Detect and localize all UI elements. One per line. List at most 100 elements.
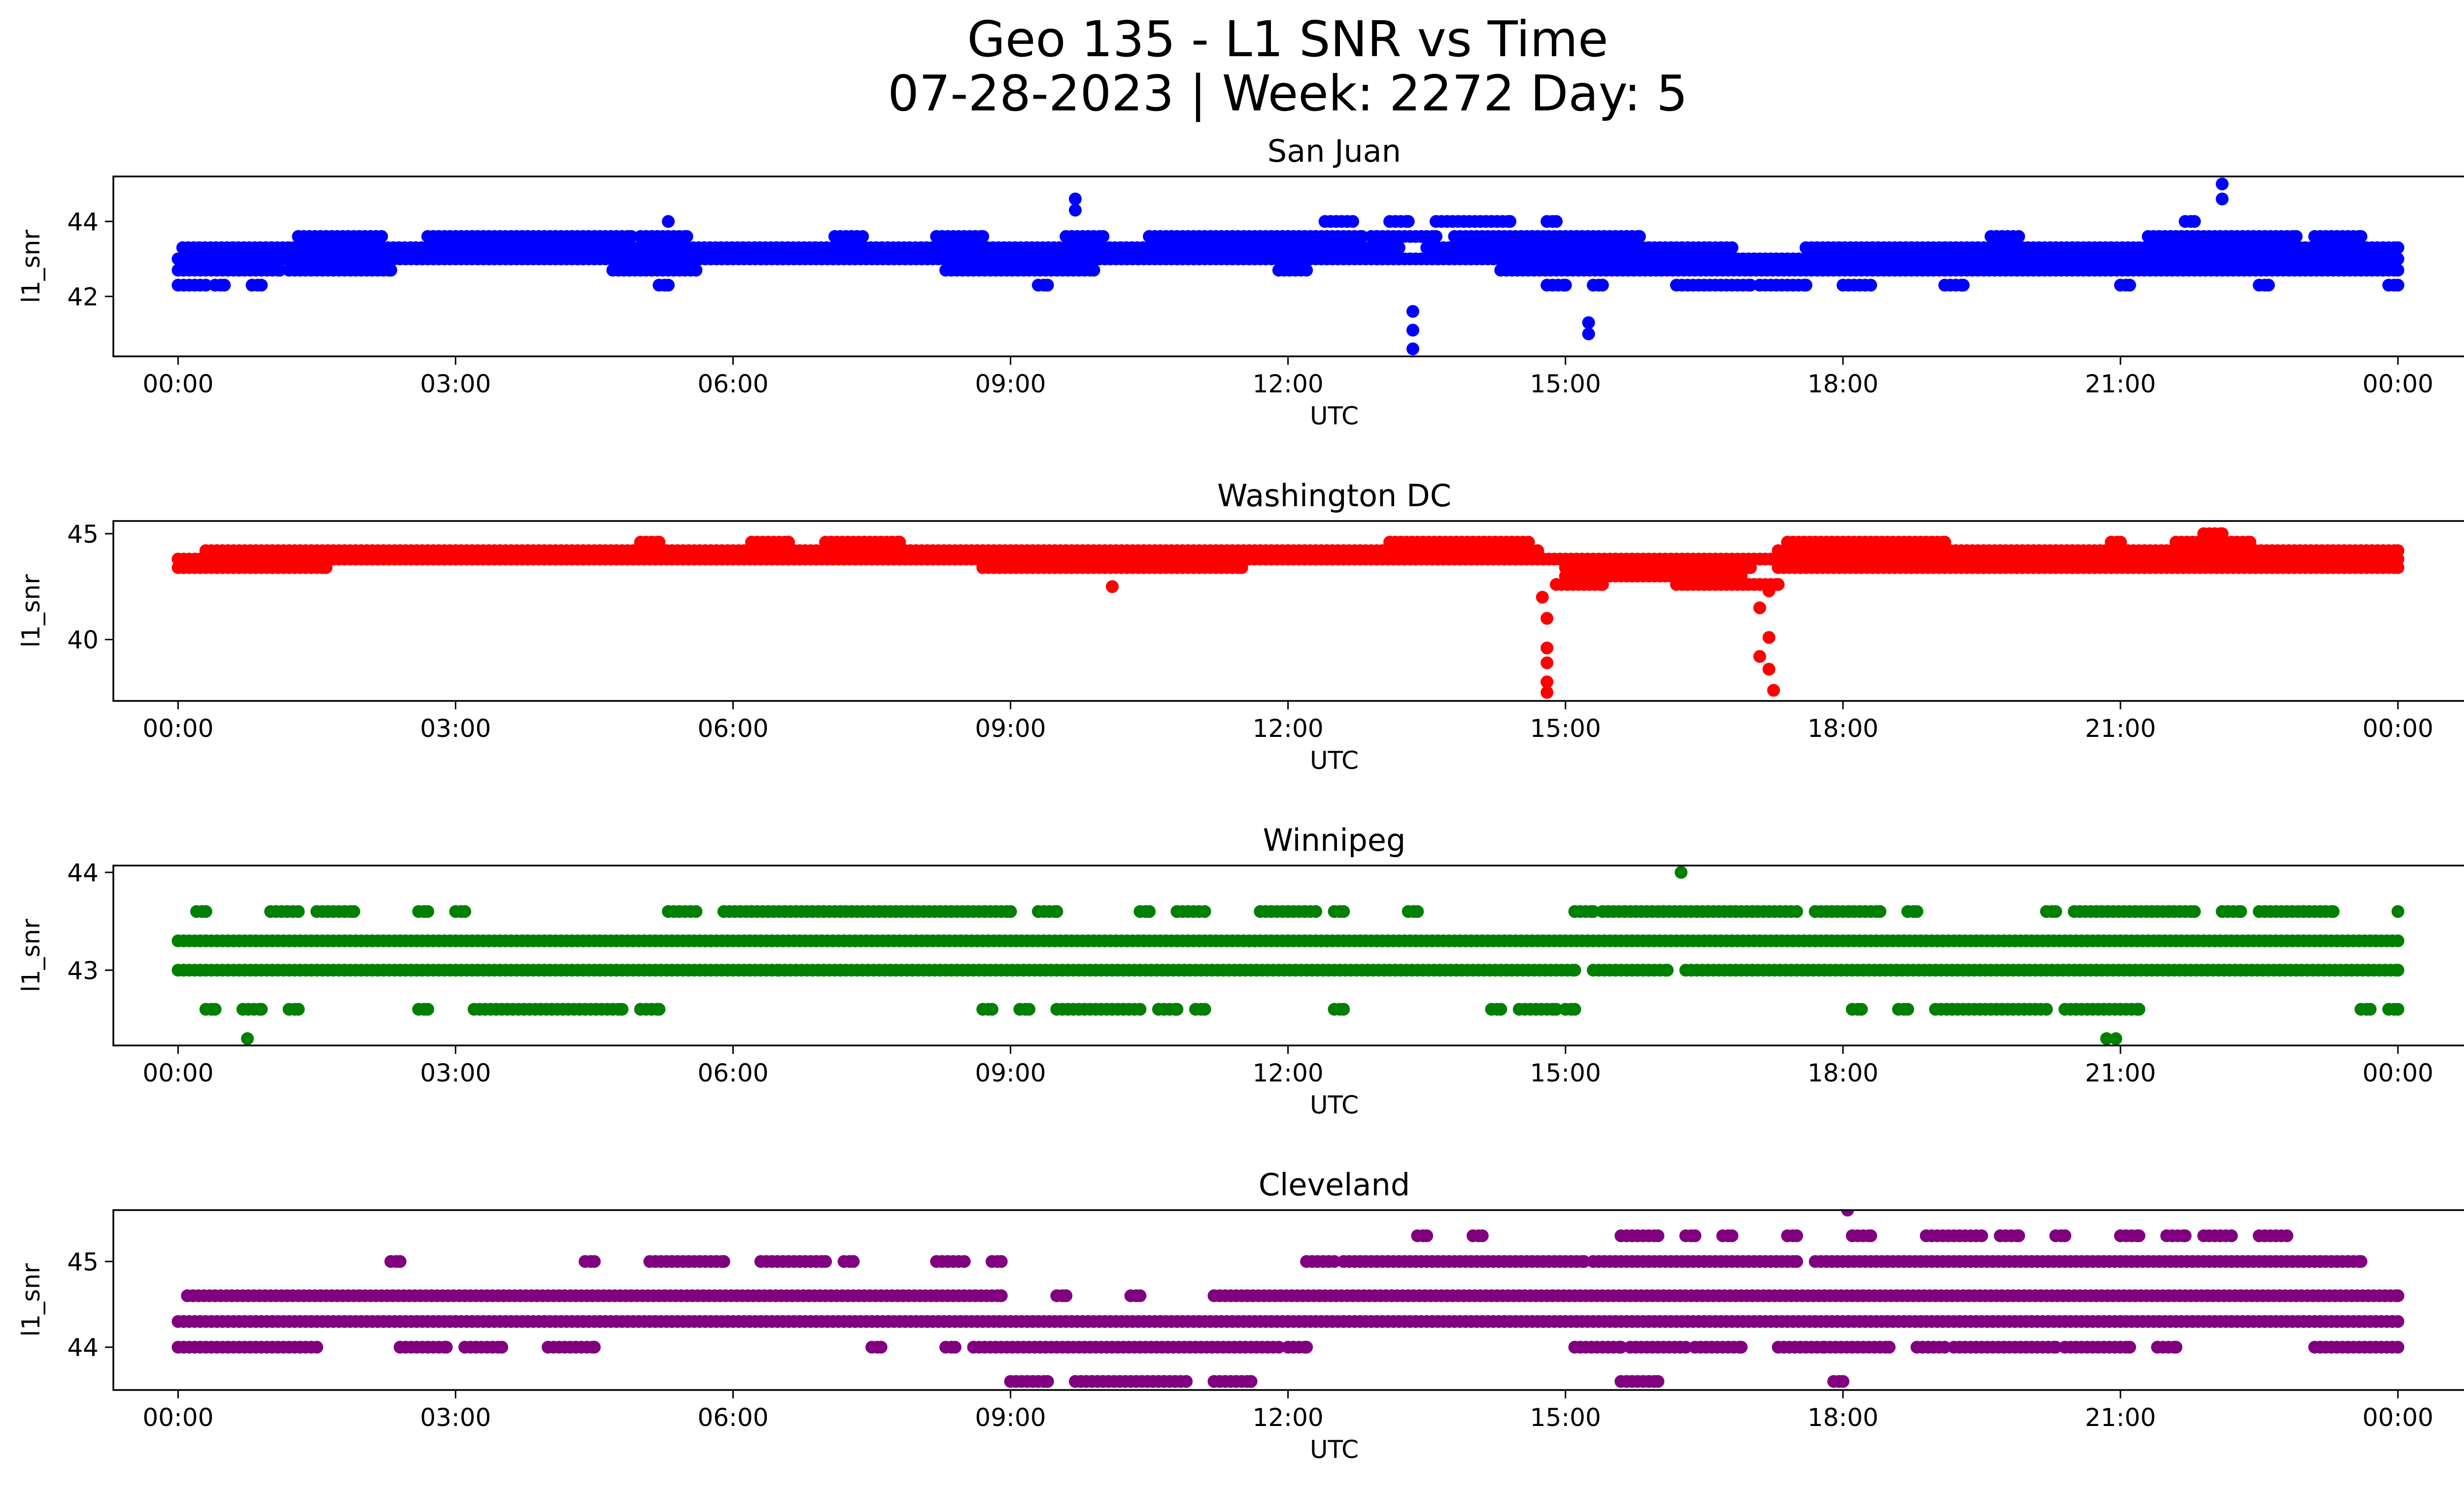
axes-frame: [112, 520, 2464, 702]
data-point: [1004, 905, 1017, 918]
data-point: [1855, 1003, 1868, 1016]
data-point: [1060, 1289, 1073, 1302]
data-point: [2290, 230, 2303, 243]
data-point: [1679, 1341, 1692, 1354]
data-point: [384, 264, 398, 277]
data-point: [1536, 591, 1549, 604]
x-tick-label: 00:00: [142, 714, 213, 743]
data-point: [1235, 561, 1248, 574]
data-point: [1762, 662, 1776, 676]
x-tick-label: 18:00: [1808, 1059, 1879, 1087]
x-tick-label: 15:00: [1530, 1059, 1601, 1087]
data-point: [1300, 1341, 1313, 1354]
data-point: [2109, 1032, 2122, 1045]
data-point: [1559, 278, 1572, 292]
data-point: [1540, 656, 1554, 669]
data-point: [994, 1255, 1008, 1268]
data-point: [218, 278, 231, 292]
data-point: [2391, 1341, 2404, 1354]
x-tick-label: 12:00: [1253, 370, 1324, 398]
data-point: [310, 1341, 323, 1354]
data-point: [949, 1341, 961, 1354]
data-point: [1661, 964, 1674, 977]
data-point: [2049, 1341, 2062, 1354]
data-point: [1272, 1341, 1285, 1354]
data-point: [1540, 675, 1554, 689]
data-point: [625, 230, 638, 243]
figure-title: Geo 135 - L1 SNR vs Time: [967, 10, 1608, 68]
x-tick-label: 15:00: [1530, 714, 1601, 743]
data-point: [255, 1003, 268, 1016]
data-point: [1772, 578, 1785, 591]
data-point: [1069, 204, 1082, 217]
data-point: [495, 1341, 509, 1354]
data-point: [1143, 905, 1156, 918]
data-point: [458, 905, 472, 918]
x-tick-label: 21:00: [2085, 370, 2156, 398]
x-tick-label: 00:00: [2362, 370, 2433, 398]
data-point: [2391, 544, 2404, 557]
data-point: [2049, 905, 2062, 918]
data-point: [1346, 215, 1359, 228]
data-point: [2123, 1341, 2136, 1354]
data-point: [1675, 866, 1688, 879]
data-point: [2391, 278, 2404, 292]
data-point: [1568, 964, 1581, 977]
data-point: [2391, 1315, 2404, 1328]
scatter-series: [171, 527, 2404, 699]
data-point: [1069, 192, 1082, 206]
scatter-series: [171, 1210, 2404, 1388]
data-point: [1133, 1289, 1147, 1302]
data-point: [319, 561, 333, 574]
data-point: [689, 905, 703, 918]
x-tick-label: 00:00: [2362, 1059, 2433, 1087]
data-point: [1882, 1341, 1896, 1354]
y-axis-label: l1_snr: [17, 230, 45, 303]
data-point: [1522, 535, 1535, 549]
subplot-title: Cleveland: [1259, 1167, 1410, 1203]
data-point: [1328, 1255, 1341, 1268]
data-point: [588, 1341, 601, 1354]
data-point: [199, 905, 212, 918]
x-tick-label: 06:00: [697, 714, 768, 743]
data-point: [2100, 1032, 2113, 1045]
data-point: [1550, 1003, 1563, 1016]
data-point: [893, 535, 906, 549]
data-point: [1735, 1341, 1748, 1354]
data-point: [1050, 905, 1063, 918]
data-point: [1198, 905, 1211, 918]
data-point: [292, 1003, 305, 1016]
data-point: [1767, 684, 1780, 697]
data-point: [347, 905, 360, 918]
data-point: [421, 1003, 435, 1016]
data-point: [2262, 278, 2275, 292]
x-tick-label: 09:00: [975, 370, 1046, 398]
data-point: [1582, 327, 1595, 341]
data-point: [874, 1341, 888, 1354]
y-axis-label: l1_snr: [17, 919, 45, 992]
x-tick-label: 06:00: [697, 1059, 768, 1087]
data-point: [2391, 1289, 2404, 1302]
data-point: [1531, 544, 1544, 557]
data-point: [1753, 601, 1766, 615]
data-point: [393, 1255, 407, 1268]
data-point: [2123, 278, 2136, 292]
data-point: [1087, 264, 1100, 277]
data-point: [1392, 241, 1405, 254]
data-point: [856, 230, 869, 243]
data-point: [1577, 1255, 1591, 1268]
scatter-series: [171, 866, 2404, 1045]
data-point: [199, 278, 212, 292]
data-point: [1762, 631, 1776, 644]
data-point: [782, 535, 795, 549]
data-point: [2132, 1003, 2146, 1016]
data-point: [958, 1255, 971, 1268]
data-point: [588, 1255, 601, 1268]
x-tick-label: 09:00: [975, 714, 1046, 743]
data-point: [1550, 215, 1563, 228]
y-tick-label: 40: [67, 626, 99, 654]
y-tick-label: 42: [67, 282, 99, 311]
subplot-title: San Juan: [1267, 133, 1401, 169]
